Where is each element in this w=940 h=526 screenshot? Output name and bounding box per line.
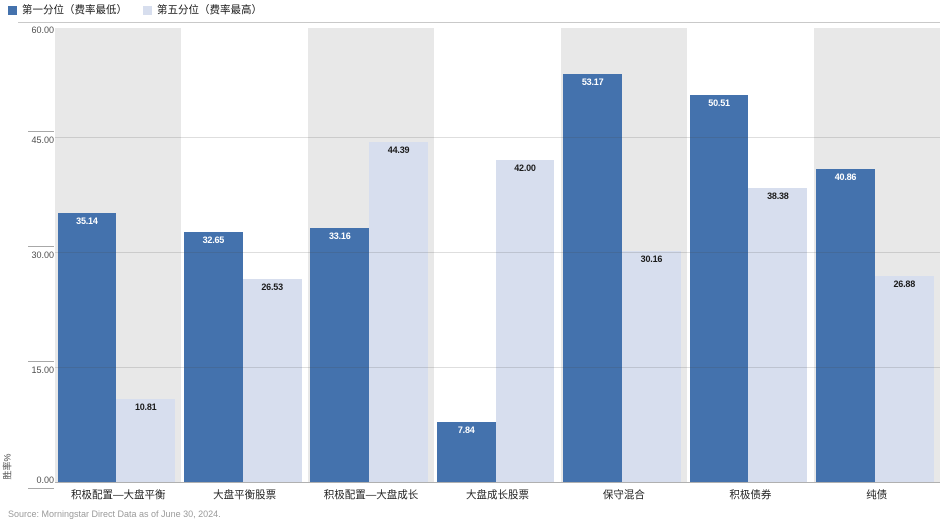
bar-value-label: 42.00: [514, 163, 536, 173]
category-label: 大盘平衡股票: [213, 489, 277, 501]
category-label: 纯债: [866, 489, 888, 501]
legend-swatch-first-quintile: [8, 5, 17, 15]
bar-value-label: 40.86: [834, 171, 857, 182]
y-tick-line: [28, 246, 54, 247]
bar-first-quintile: 50.51: [689, 94, 749, 482]
bar-first-quintile: 32.65: [183, 231, 243, 482]
bar-value-label: 44.39: [387, 144, 410, 155]
category-label: 积极配置—大盘平衡: [70, 489, 166, 501]
legend-label-first-quintile: 第一分位（费率最低）: [22, 4, 127, 16]
bar-value-label: 26.88: [893, 278, 916, 289]
legend-item-fifth-quintile: 第五分位（费率最高）: [143, 4, 262, 16]
y-tick-label: 15.00: [31, 365, 54, 375]
y-tick-label: 45.00: [31, 135, 54, 145]
y-tick-label: 0.00: [36, 475, 54, 485]
bar-fifth-quintile: 44.39: [369, 141, 428, 482]
bar-fifth-quintile: 26.88: [874, 275, 934, 482]
bar-value-label: 35.14: [76, 215, 98, 226]
grid-line-top: [18, 22, 940, 23]
bar-value-label: 53.17: [581, 77, 604, 88]
legend-label-fifth-quintile: 第五分位（费率最高）: [157, 4, 262, 16]
bar-value-label: 30.16: [640, 253, 663, 264]
bar-fifth-quintile: 30.16: [622, 250, 681, 482]
bar-fifth-quintile: 26.53: [242, 278, 302, 482]
bar-value-label: 10.81: [134, 402, 157, 413]
bar-first-quintile: 53.17: [563, 74, 623, 482]
category-label: 大盘成长股票: [465, 489, 529, 501]
bar-first-quintile: 33.16: [310, 227, 370, 482]
y-tick-label: 30.00: [31, 250, 54, 260]
bar-value-label: 26.53: [261, 281, 283, 292]
y-tick-label: 60.00: [31, 25, 54, 35]
bar-value-label: 50.51: [708, 97, 730, 108]
legend-swatch-fifth-quintile: [143, 5, 152, 15]
source-note: Source: Morningstar Direct Data as of Ju…: [8, 509, 221, 519]
bar-fifth-quintile: 42.00: [495, 160, 555, 482]
bar-first-quintile: 35.14: [57, 212, 117, 482]
category-label: 积极配置—大盘成长: [323, 489, 419, 501]
bar-value-label: 7.84: [457, 424, 475, 435]
bar-value-label: 38.38: [767, 190, 789, 201]
bar-value-label: 32.65: [202, 234, 225, 245]
bar-first-quintile: 7.84: [436, 421, 496, 482]
y-tick-line: [28, 361, 54, 362]
legend-item-first-quintile: 第一分位（费率最低）: [8, 4, 127, 16]
y-tick-line: [28, 488, 54, 489]
bar-first-quintile: 40.86: [816, 168, 875, 482]
y-axis-title: 胜率%: [2, 453, 13, 480]
bar-fifth-quintile: 38.38: [748, 187, 808, 482]
chart-legend: 第一分位（费率最低） 第五分位（费率最高）: [8, 4, 262, 16]
bar-fifth-quintile: 10.81: [116, 399, 176, 482]
category-label: 保守混合: [602, 489, 645, 501]
y-tick-line: [28, 131, 54, 132]
x-axis-line: [55, 482, 940, 483]
category-label: 积极债券: [729, 489, 772, 501]
bar-value-label: 33.16: [329, 230, 351, 241]
